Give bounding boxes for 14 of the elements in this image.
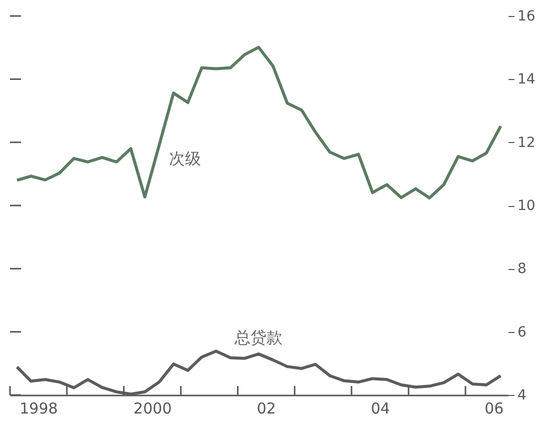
- y-tick-label: 6: [518, 324, 526, 340]
- y-tick-label: 12: [518, 134, 536, 151]
- x-tick-label: 2000: [134, 400, 172, 418]
- x-tick-label: 1998: [20, 400, 58, 418]
- x-tick-label: 02: [256, 400, 276, 418]
- y-tick-label: 14: [518, 72, 536, 88]
- series-label: 总贷款: [234, 328, 283, 347]
- x-tick-label: 06: [484, 400, 504, 418]
- y-tick-label: 10: [518, 198, 536, 214]
- y-tick-label: 8: [518, 261, 526, 278]
- series-label: 次级: [169, 149, 202, 168]
- x-tick-label: 04: [370, 400, 390, 418]
- y-tick-label: 4: [518, 388, 526, 404]
- y-tick-label: 16: [518, 8, 536, 24]
